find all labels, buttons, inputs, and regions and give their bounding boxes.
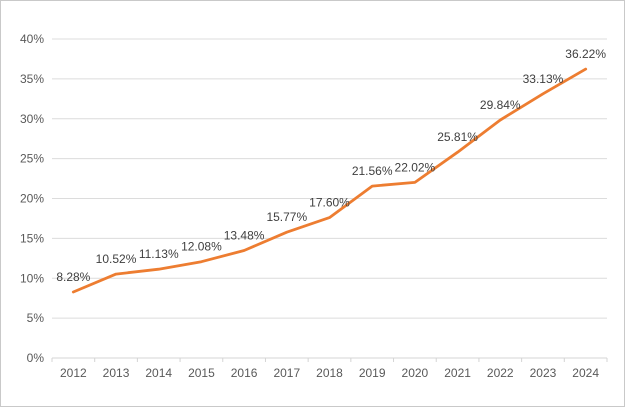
data-label: 29.84% xyxy=(480,98,521,112)
y-tick-label: 10% xyxy=(20,271,44,285)
data-label: 25.81% xyxy=(437,130,478,144)
y-tick-label: 0% xyxy=(27,351,45,365)
y-tick-label: 30% xyxy=(20,112,44,126)
y-tick-label: 5% xyxy=(27,311,45,325)
data-label: 13.48% xyxy=(224,228,265,242)
data-label: 33.13% xyxy=(523,72,564,86)
data-label: 11.13% xyxy=(139,247,179,261)
data-label: 17.60% xyxy=(309,196,350,210)
y-tick-label: 35% xyxy=(20,72,44,86)
y-tick-label: 20% xyxy=(20,192,44,206)
y-tick-label: 25% xyxy=(20,152,44,166)
x-tick-label: 2015 xyxy=(188,366,215,380)
data-label: 22.02% xyxy=(395,160,436,174)
data-label: 36.22% xyxy=(565,47,606,61)
x-tick-label: 2020 xyxy=(402,366,429,380)
x-tick-label: 2012 xyxy=(60,366,87,380)
x-tick-label: 2022 xyxy=(487,366,514,380)
y-tick-label: 40% xyxy=(20,32,44,46)
data-label: 12.08% xyxy=(181,240,222,254)
data-label: 10.52% xyxy=(96,252,137,266)
x-tick-label: 2016 xyxy=(231,366,258,380)
x-tick-label: 2014 xyxy=(145,366,172,380)
data-label: 8.28% xyxy=(56,270,90,284)
x-tick-label: 2021 xyxy=(444,366,471,380)
x-tick-label: 2017 xyxy=(273,366,300,380)
series-line xyxy=(71,67,588,294)
data-label: 15.77% xyxy=(266,210,307,224)
x-tick-label: 2019 xyxy=(359,366,386,380)
y-tick-label: 15% xyxy=(20,231,44,245)
data-label: 21.56% xyxy=(352,164,393,178)
x-tick-label: 2018 xyxy=(316,366,343,380)
x-tick-label: 2024 xyxy=(572,366,599,380)
x-tick-label: 2023 xyxy=(530,366,557,380)
x-tick-label: 2013 xyxy=(103,366,130,380)
